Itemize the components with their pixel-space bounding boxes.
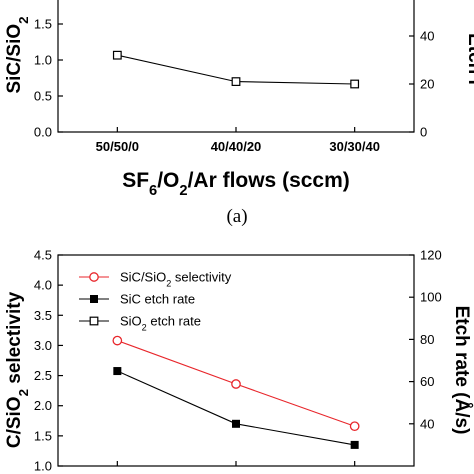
- series-1-point: [231, 379, 241, 389]
- series-1-point: [349, 421, 360, 432]
- y-left-tick-label: 3.5: [34, 308, 52, 323]
- x-tick-label: 30/30/40: [329, 139, 380, 154]
- x-tick-label: 40/40/20: [211, 139, 262, 154]
- y-left-tick-label: 2.0: [34, 398, 52, 413]
- y-right-tick-label: 80: [420, 332, 434, 347]
- x-axis-title: SF6/O2/Ar flows (sccm): [122, 169, 350, 199]
- y-axis-left-title: C/SiO2 selectivity: [4, 291, 31, 448]
- y-right-tick-label: 100: [420, 290, 442, 305]
- y-left-tick-label: 2.5: [34, 368, 52, 383]
- series-1-point: [231, 77, 241, 87]
- y-right-tick-label: 60: [420, 374, 434, 389]
- series-2-point: [113, 367, 122, 376]
- chart-panel-1: 50/50/040/40/2030/30/400.00.51.01.52.002…: [4, 0, 474, 227]
- legend-label: SiC etch rate: [120, 292, 195, 307]
- legend-item: SiO2 etch rate: [79, 314, 201, 333]
- series-1-point: [112, 335, 123, 346]
- x-tick-label: 50/50/0: [96, 139, 139, 154]
- y-left-tick-label: 3.0: [34, 338, 52, 353]
- y-axis-right-title: Etch r: [464, 33, 474, 87]
- y-axis-right-title: Etch rate (Å/s): [451, 306, 472, 435]
- y-right-tick-label: 20: [420, 77, 434, 92]
- y-left-tick-label: 4.5: [34, 248, 52, 263]
- y-left-tick-label: 4.0: [34, 278, 52, 293]
- y-right-tick-label: 40: [420, 29, 434, 44]
- legend-marker: [89, 272, 99, 282]
- y-left-tick-label: 1.0: [34, 53, 52, 68]
- series-2-point: [232, 419, 240, 428]
- legend: SiC/SiO2 selectivity SiC etch rate SiO2 et…: [79, 270, 232, 333]
- y-left-tick-label: 1.5: [34, 17, 52, 32]
- y-right-tick-label: 120: [420, 248, 442, 263]
- legend-item: SiC/SiO2 selectivity: [79, 270, 232, 289]
- y-left-tick-label: 0.5: [34, 89, 52, 104]
- legend-label: SiO2 etch rate: [120, 314, 201, 333]
- y-left-tick-label: 0.0: [34, 125, 52, 140]
- series-2-point: [350, 440, 359, 449]
- legend-marker: [90, 295, 98, 303]
- y-right-tick-label: 40: [420, 416, 434, 431]
- y-right-tick-label: 0: [420, 125, 427, 140]
- chart-panel-2: 50/50/040/40/2030/30/401.01.52.02.53.03.…: [4, 248, 472, 474]
- y-left-tick-label: 1.0: [34, 459, 52, 474]
- plot-frame: [57, 0, 415, 133]
- plot-frame: [57, 254, 415, 467]
- legend-marker: [89, 316, 99, 326]
- legend-label: SiC/SiO2 selectivity: [120, 270, 232, 289]
- legend-item: SiC etch rate: [79, 292, 195, 307]
- y-left-tick-label: 1.5: [34, 428, 52, 443]
- panel-label: (a): [226, 206, 247, 227]
- series-1-point: [112, 50, 122, 60]
- series-1-point: [350, 79, 360, 89]
- y-axis-left-title: SiC/SiO2: [4, 16, 31, 93]
